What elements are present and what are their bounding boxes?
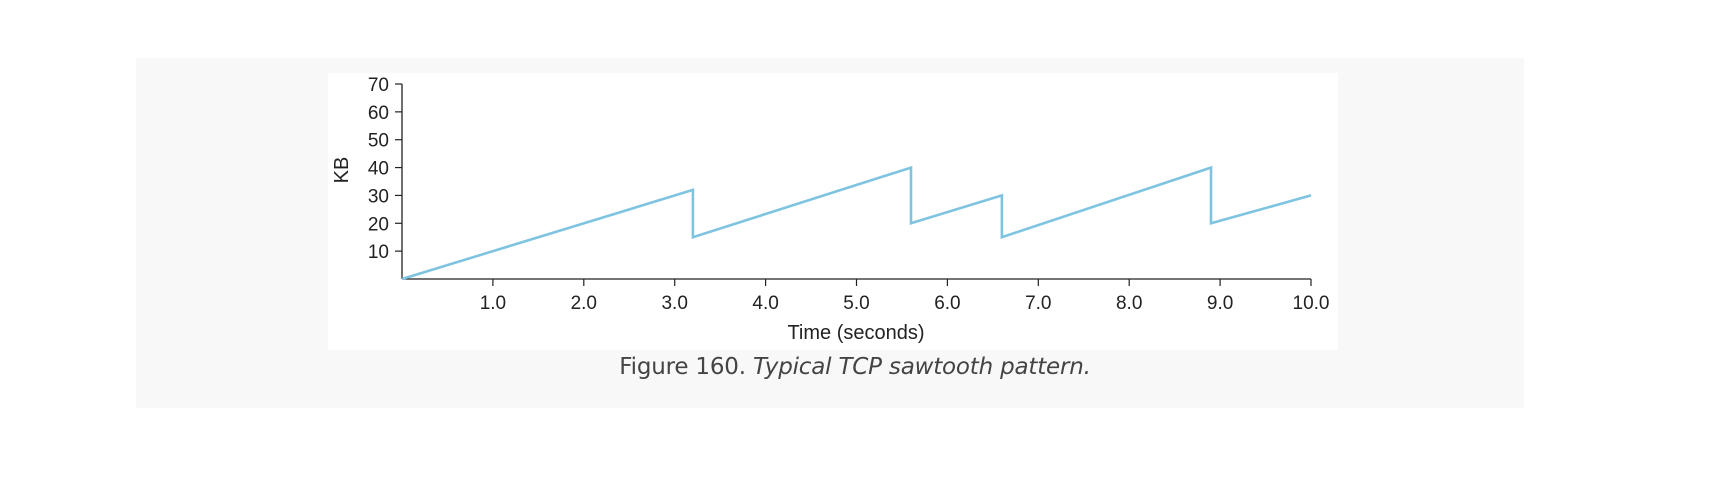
y-axis-label: KB (331, 157, 353, 184)
chart-area: 10 20 30 40 50 60 70 1.0 2.0 3.0 4.0 5.0 6.0 7.0 8.0 9… (328, 73, 1338, 350)
y-tick-label: 50 (368, 131, 389, 152)
x-tick-label: 6.0 (934, 293, 960, 314)
y-tick-label: 30 (368, 186, 389, 207)
y-tick-label: 10 (368, 242, 389, 263)
figure-caption: Figure 160. Typical TCP sawtooth pattern… (0, 354, 1710, 380)
x-axis-label: Time (seconds) (787, 322, 924, 344)
series-group (401, 165, 1312, 281)
x-tick-label: 3.0 (661, 293, 687, 314)
y-axis: 10 20 30 40 50 60 70 (368, 75, 403, 279)
y-tick-label: 60 (368, 103, 389, 124)
x-tick-label: 1.0 (480, 293, 506, 314)
x-axis: 1.0 2.0 3.0 4.0 5.0 6.0 7.0 8.0 9.0 10.0 (402, 278, 1330, 314)
tcp-sawtooth-chart: 10 20 30 40 50 60 70 1.0 2.0 3.0 4.0 5.0 6.0 7.0 8.0 9… (331, 75, 1330, 344)
caption-text: Typical TCP sawtooth pattern. (752, 354, 1091, 380)
x-tick-label: 2.0 (571, 293, 597, 314)
x-tick-label: 4.0 (752, 293, 778, 314)
x-tick-label: 10.0 (1293, 293, 1330, 314)
y-tick-label: 20 (368, 214, 389, 235)
x-tick-label: 9.0 (1207, 293, 1233, 314)
series-line (401, 165, 1312, 281)
y-tick-label: 70 (368, 75, 389, 96)
x-tick-label: 7.0 (1025, 293, 1051, 314)
caption-number: Figure 160. (619, 354, 746, 380)
x-tick-label: 8.0 (1116, 293, 1142, 314)
x-tick-label: 5.0 (843, 293, 869, 314)
y-tick-label: 40 (368, 159, 389, 180)
